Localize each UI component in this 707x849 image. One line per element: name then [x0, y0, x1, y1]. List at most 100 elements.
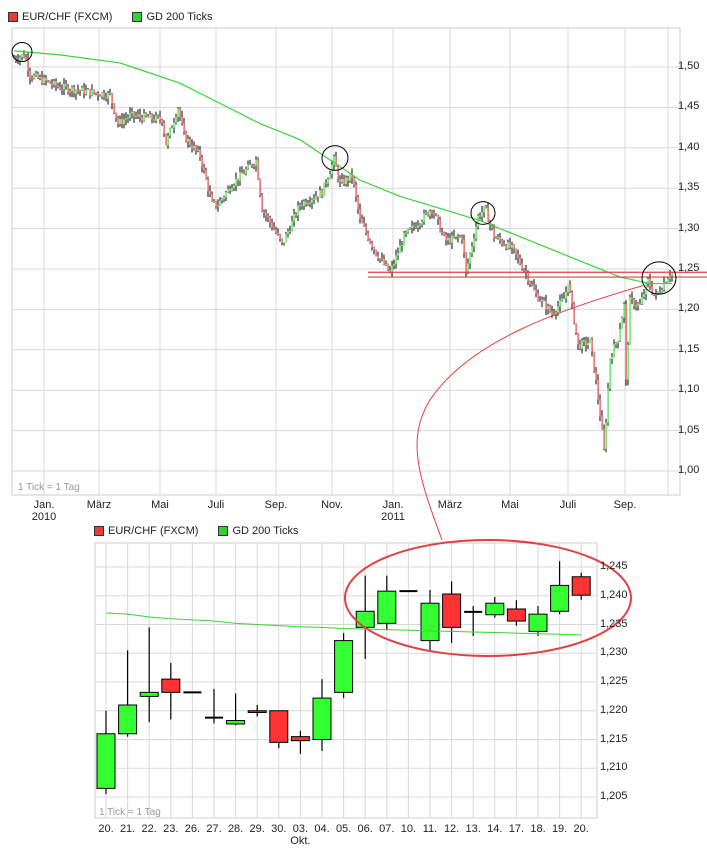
x-tick-label: 20. — [573, 823, 589, 835]
candle-body — [439, 219, 441, 232]
candle-body — [293, 214, 295, 221]
candle-body — [641, 297, 643, 305]
candle-body — [221, 198, 223, 201]
candle-body — [213, 201, 215, 203]
candle-body — [453, 235, 455, 238]
candle-body — [405, 232, 407, 234]
candle-body — [389, 270, 391, 272]
candle-body — [141, 117, 143, 121]
candle-body — [455, 236, 457, 238]
candle-body — [575, 323, 577, 333]
candle-body — [459, 236, 461, 238]
y-tick-label: 1,40 — [678, 140, 700, 153]
y-tick-label: 1,210 — [600, 761, 628, 774]
candle-body — [355, 185, 357, 197]
bottom-tick-note: 1 Tick = 1 Tag — [99, 807, 161, 818]
candle-body — [509, 242, 511, 248]
candle-body — [67, 86, 69, 93]
top-tick-note: 1 Tick = 1 Tag — [18, 482, 80, 493]
red-swatch-icon — [8, 12, 18, 22]
candle-body — [233, 185, 235, 189]
x-tick-label: 19. — [551, 823, 568, 835]
candle-body — [187, 138, 189, 142]
candle-body — [197, 149, 199, 151]
candle-body — [291, 220, 293, 231]
candle-body — [579, 344, 581, 349]
candle-body — [59, 86, 61, 90]
candle-body — [71, 87, 73, 92]
candle-body — [369, 239, 371, 243]
candle-body — [96, 733, 116, 789]
candle-body — [315, 196, 317, 199]
candle-body — [87, 89, 89, 91]
candle-body — [161, 119, 163, 123]
candle-body — [487, 207, 489, 222]
candle-body — [285, 233, 287, 243]
candle-body — [357, 196, 359, 209]
candle-body — [211, 194, 213, 202]
candle-body — [501, 240, 503, 245]
candle-body — [133, 111, 135, 117]
candle-body — [345, 177, 347, 185]
candle-body — [55, 81, 57, 86]
candle-body — [647, 278, 649, 284]
candle-body — [499, 237, 501, 241]
x-tick-label: 05. — [335, 823, 352, 835]
candle-body — [223, 197, 225, 199]
candle-body — [253, 165, 255, 167]
candle-body — [437, 215, 439, 220]
candle-body — [119, 118, 121, 125]
candle-body — [147, 116, 149, 118]
candle-body — [355, 610, 375, 628]
candle-body — [273, 227, 275, 230]
candle-body — [577, 332, 579, 345]
candle-body — [531, 284, 533, 286]
candle-body — [225, 192, 227, 198]
candle-body — [113, 103, 115, 113]
candle-body — [137, 114, 139, 116]
candle-body — [165, 133, 167, 146]
x-tick-label: 13. — [465, 823, 481, 835]
y-tick-label: 1,205 — [600, 790, 628, 802]
candle-body — [617, 340, 619, 344]
candle-body — [183, 123, 185, 133]
candle-body — [441, 231, 443, 233]
gd200-line — [105, 612, 582, 636]
candle-body — [528, 613, 548, 632]
x-tick-label: 28. — [227, 823, 244, 835]
candle-body — [550, 584, 570, 612]
candle-body — [139, 114, 141, 118]
candle-body — [334, 640, 354, 693]
candle-body — [271, 222, 273, 228]
candle-body — [169, 128, 171, 136]
candle-body — [519, 257, 521, 264]
candle-body — [309, 202, 311, 204]
x-tick-label: Juli — [559, 499, 577, 511]
red-swatch-icon — [94, 526, 104, 536]
candle-body — [81, 87, 83, 91]
candle-body — [485, 602, 505, 616]
candle-body — [75, 90, 77, 94]
candle-body — [581, 340, 583, 349]
candle-body — [323, 182, 325, 197]
candle-body — [97, 93, 99, 96]
candle-body — [609, 358, 611, 389]
legend-item-gd200: GD 200 Ticks — [218, 525, 298, 537]
highlight-circle-icon — [321, 145, 349, 171]
x-tick-label: 21. — [119, 823, 136, 835]
x-tick-label: 04. — [314, 823, 330, 835]
candle-body — [313, 198, 315, 200]
candle-body — [477, 215, 479, 227]
candle-body — [159, 116, 161, 120]
candle-body — [373, 247, 375, 251]
candle-body — [659, 291, 661, 293]
candle-body — [513, 244, 515, 249]
candle-body — [465, 253, 467, 272]
highlight-circle-icon — [641, 261, 677, 295]
candle-body — [365, 226, 367, 233]
candle-body — [661, 289, 663, 292]
candle-body — [299, 205, 301, 207]
candle-body — [621, 317, 623, 329]
candle-body — [393, 263, 395, 266]
candle-body — [281, 238, 283, 243]
